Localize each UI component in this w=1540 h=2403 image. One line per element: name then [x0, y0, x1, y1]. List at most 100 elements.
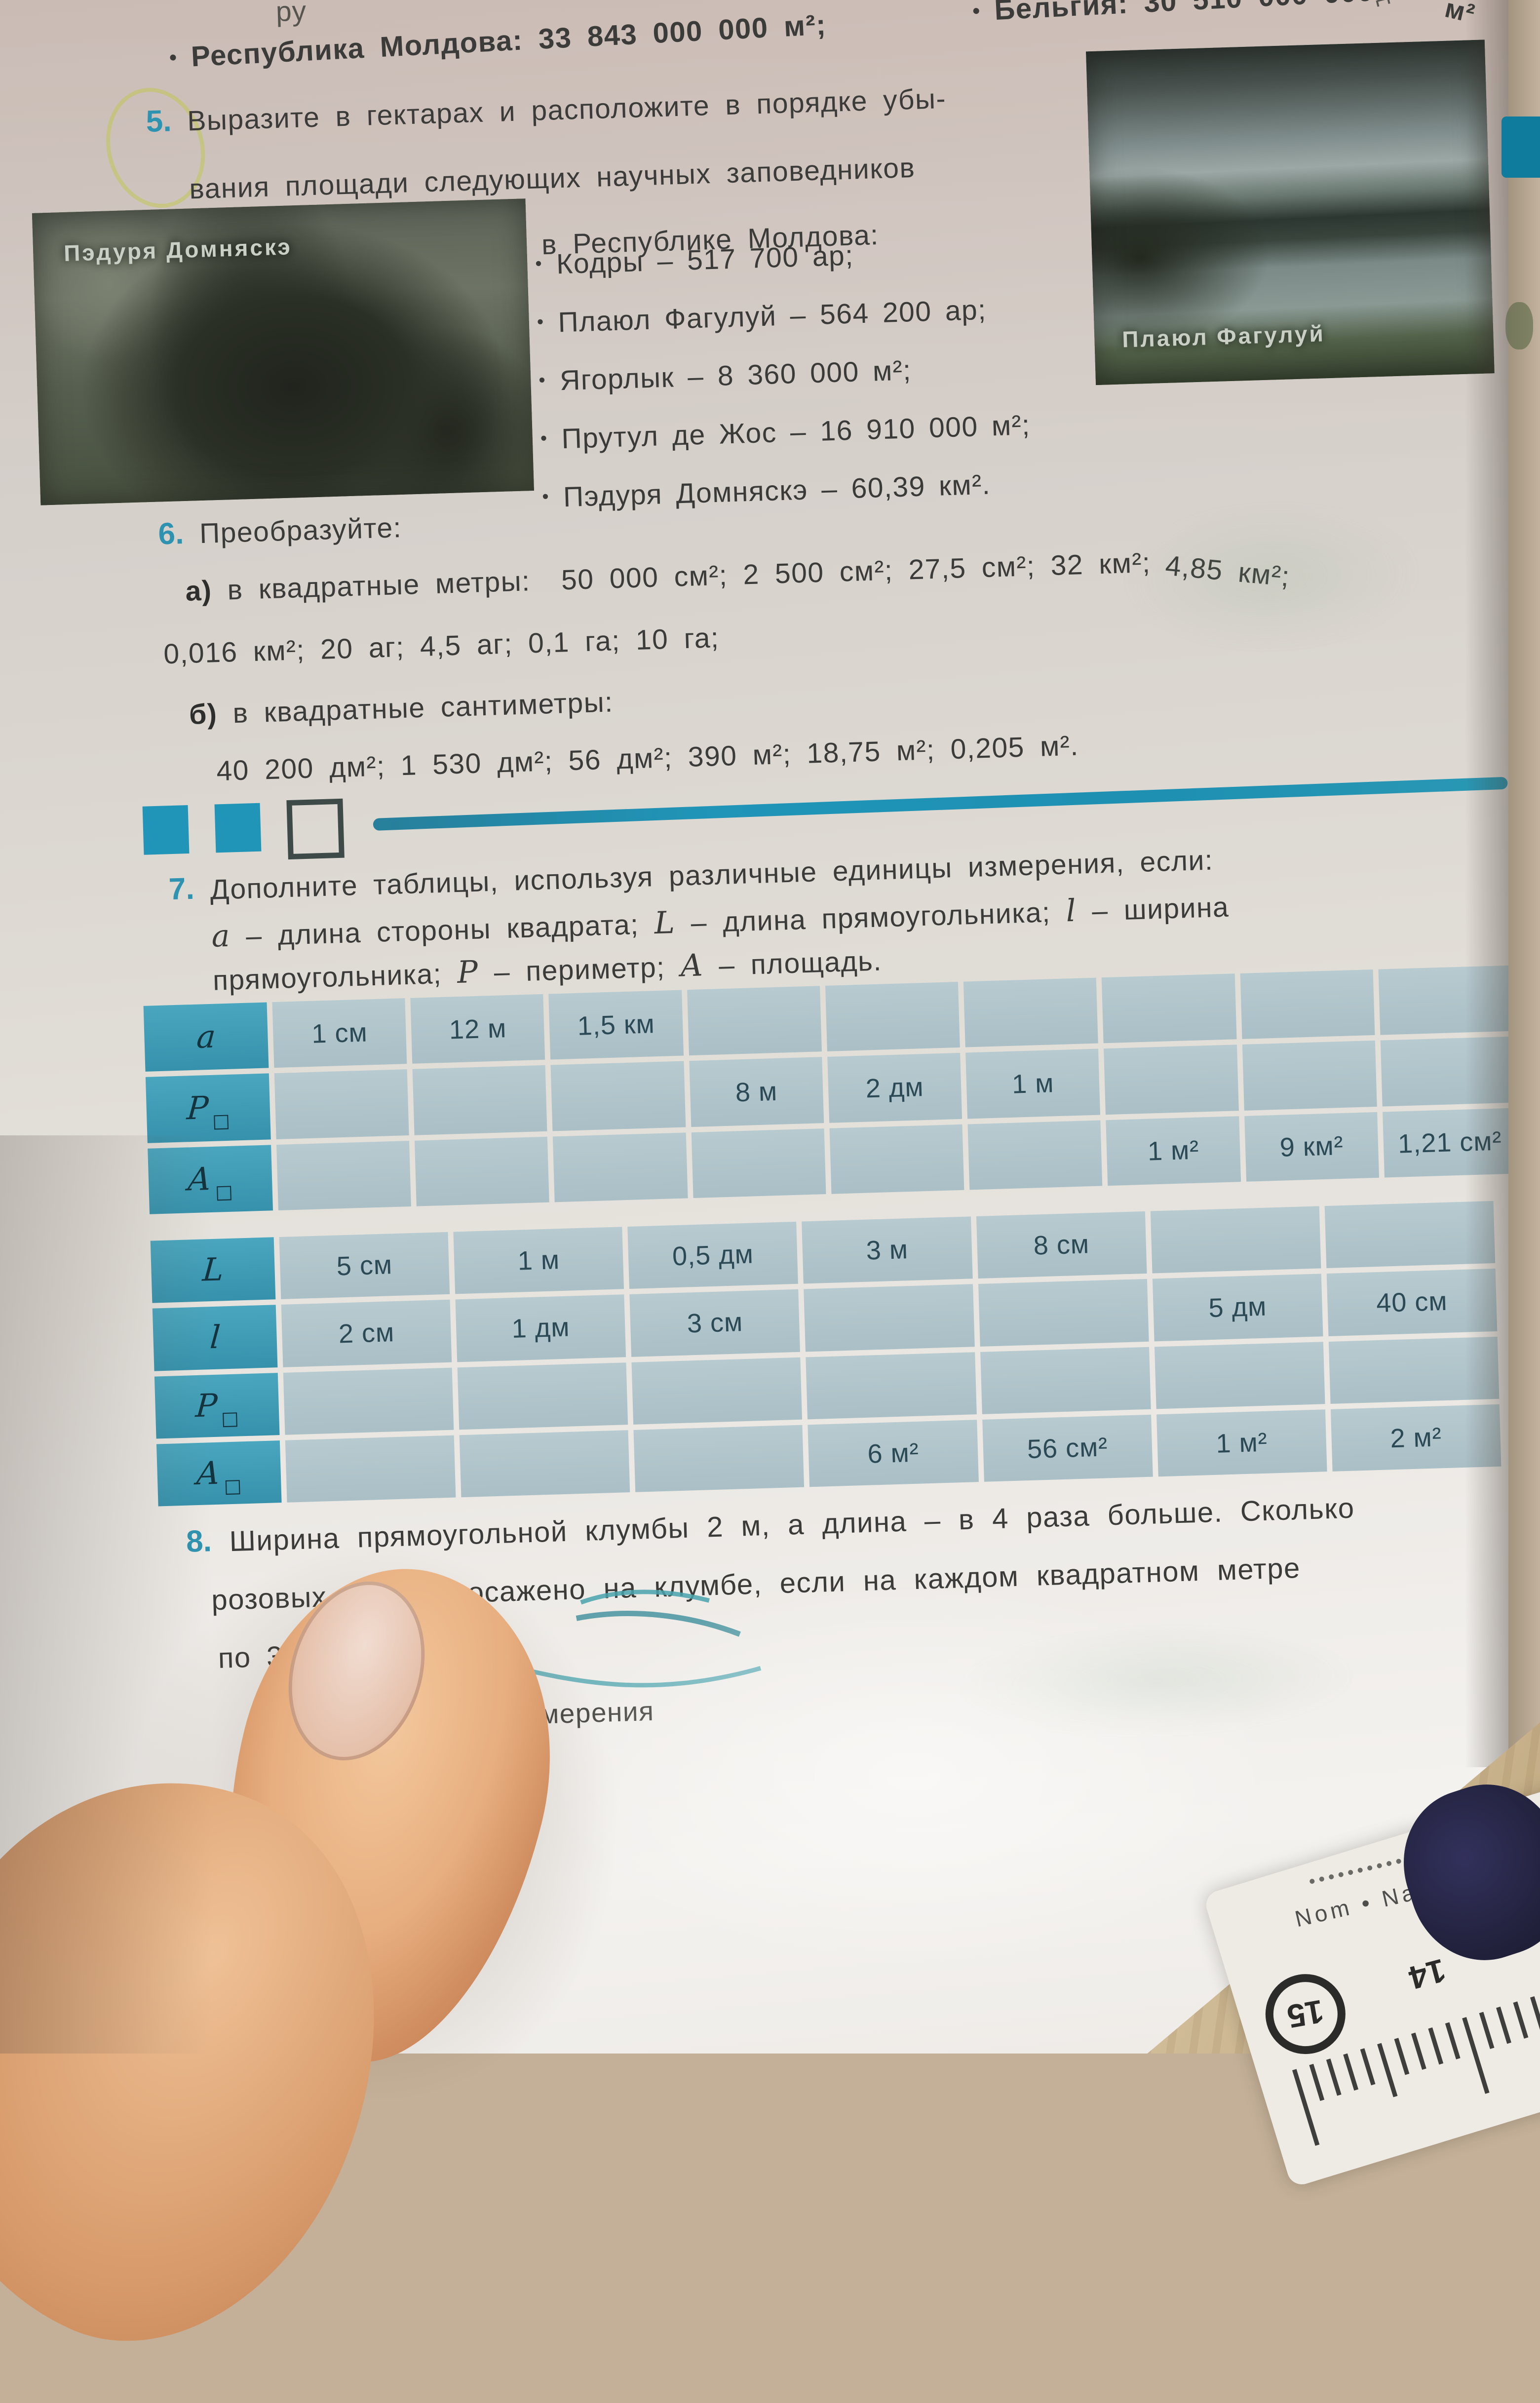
bullet-icon: • [538, 370, 546, 391]
table-cell: 3 м [802, 1216, 973, 1284]
table-row-header: P□ [145, 1073, 271, 1143]
table-cell [687, 986, 822, 1056]
photo-caption: Плаюл Фагулуй [1121, 320, 1326, 352]
table-cell [691, 1128, 826, 1199]
photo-caption: Пэдуря Домняскэ [63, 233, 293, 266]
table-cell: 1 м² [1106, 1116, 1241, 1186]
bullet-icon: • [540, 428, 548, 449]
photo-bison-reserve: Пэдуря Домняскэ [32, 198, 534, 505]
table-cell [631, 1357, 803, 1425]
table-cell [1150, 1206, 1321, 1274]
table-cell [550, 1061, 686, 1131]
exercise6-number: 6. [157, 516, 185, 551]
table-cell [980, 1347, 1151, 1414]
table-cell [1240, 969, 1375, 1040]
table-cell [1242, 1041, 1377, 1111]
table-cell: 1 дм [455, 1294, 626, 1362]
table-cell [412, 1065, 547, 1135]
table-cell: 5 см [279, 1232, 450, 1300]
photo-flash-highlight [543, 1580, 1283, 1975]
math-var-a: a [211, 917, 231, 954]
table-cell [283, 1367, 454, 1435]
table-cell [806, 1352, 977, 1420]
table-cell [633, 1425, 805, 1492]
list-item: • Республика Молдова: 33 843 000 000 м²; [168, 8, 827, 73]
table-cell [963, 977, 1099, 1047]
cut-text-fragment-top-right: дм² [1371, 0, 1417, 8]
table-cell [1102, 973, 1237, 1044]
ruler-circled-15: 15 [1259, 1968, 1352, 2060]
exercise7-number: 7. [168, 871, 195, 907]
divider-square-outline-icon [286, 798, 345, 860]
bullet-icon: • [537, 311, 545, 333]
page-edge-mark [1505, 302, 1533, 349]
bullet-icon: • [972, 0, 981, 23]
table-cell: 2 дм [827, 1053, 962, 1123]
math-var-l: l [1065, 892, 1078, 929]
table-cell: 1 м [453, 1227, 624, 1294]
table-cell: 56 см² [982, 1414, 1153, 1482]
table-cell: 1 м² [1156, 1409, 1327, 1477]
table-cell [1104, 1045, 1239, 1115]
table-cell: 8 м [689, 1057, 824, 1127]
table-cell: 0,5 дм [627, 1221, 799, 1289]
square-subscript-icon: □ [224, 1474, 242, 1497]
list-item: • Пэдуря Домняскэ – 60,39 км². [541, 468, 991, 513]
divider-square-icon [142, 805, 190, 855]
desk-strip [1508, 0, 1540, 1767]
square-subscript-icon: □ [212, 1109, 231, 1132]
table-cell [457, 1362, 628, 1430]
table-cell [459, 1430, 630, 1498]
page-edge-shadow [1465, 0, 1514, 1767]
exercise5-text-line: вания площади следующих научных заповедн… [189, 152, 916, 205]
exercise6-title: Преобразуйте: [199, 511, 402, 550]
table-row-header: a [143, 1002, 269, 1072]
list-item: • Прутул де Жос – 16 910 000 м²; [540, 409, 1031, 455]
table-cell: 1 см [272, 998, 407, 1068]
divider-square-icon [214, 803, 262, 853]
exercise5-number: 5. [145, 104, 172, 139]
photo-river-reserve: Плаюл Фагулуй [1086, 39, 1495, 386]
photo-vignette [0, 1135, 212, 2054]
table-cell: 9 км² [1244, 1112, 1379, 1182]
table-cell [285, 1435, 456, 1503]
table-cell: 8 см [976, 1211, 1147, 1279]
square-subscript-icon: □ [215, 1181, 233, 1203]
table-cell: 5 дм [1152, 1274, 1323, 1341]
cut-text-fragment-top-left: ру [275, 0, 308, 28]
bullet-icon: • [535, 253, 543, 274]
math-var-P: P [457, 953, 479, 990]
table-cell: 12 м [410, 994, 545, 1064]
exercise6-part-b: б) в квадратные сантиметры: [189, 686, 614, 731]
table-cell [978, 1279, 1149, 1347]
list-item: • Бельгия: 30 510 000 000 [972, 0, 1375, 28]
list-item: • Плаюл Фагулуй – 564 200 ар; [537, 294, 987, 339]
table-cell: 2 см [281, 1299, 452, 1367]
table-cell [1154, 1341, 1325, 1409]
table-cell: 1 м [965, 1048, 1101, 1119]
math-var-L: L [654, 904, 676, 941]
list-item: • Ягорлык – 8 360 000 м²; [538, 354, 912, 397]
exercise5-text-line: Выразите в гектарах и расположите в поря… [187, 82, 947, 137]
exercise6-part-b-values: 40 200 дм²; 1 530 дм²; 56 дм²; 390 м²; 1… [216, 730, 1079, 787]
table-cell: 1,5 км [548, 990, 684, 1060]
table-cell [967, 1120, 1103, 1190]
exercise6-part-a-values: 0,016 км²; 20 аг; 4,5 аг; 0,1 га; 10 га; [163, 621, 720, 670]
table-cell: 3 см [629, 1289, 801, 1357]
bullet-icon: • [168, 45, 178, 69]
math-var-A: A [680, 947, 704, 984]
table-cell [804, 1284, 975, 1352]
table-cell [825, 981, 960, 1052]
square-subscript-icon: □ [221, 1407, 239, 1430]
table-cell [829, 1124, 964, 1194]
table-cell [276, 1140, 412, 1210]
bullet-icon: • [541, 486, 550, 507]
reserves-list: • Кодры – 517 700 ар; • Плаюл Фагулуй – 56… [535, 234, 1033, 540]
page-tab-blue [1502, 116, 1540, 178]
ruler-number-14: 14 [1405, 1952, 1450, 1997]
divider-line [373, 776, 1508, 831]
table-cell [274, 1069, 409, 1139]
table-cell [553, 1132, 688, 1202]
